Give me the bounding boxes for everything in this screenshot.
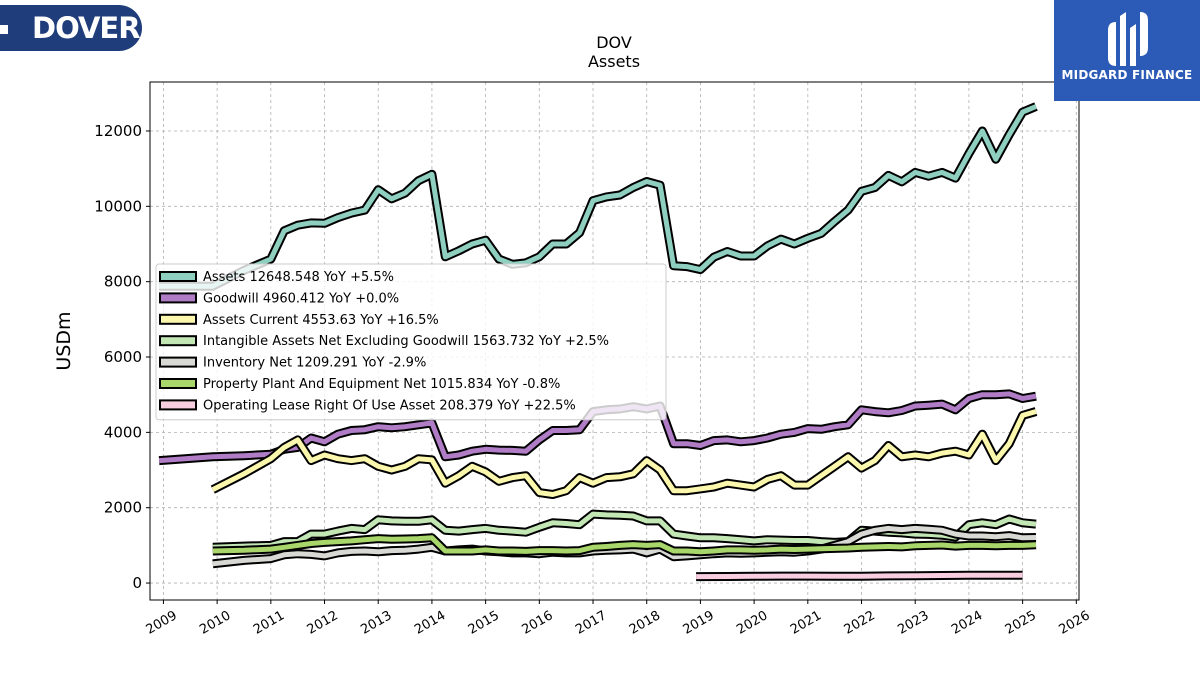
x-tick-label: 2017 [573,608,609,638]
series-line-4 [212,525,1037,567]
logo-notch [0,25,8,34]
y-tick-label: 12000 [94,122,142,140]
x-tick-label: 2023 [895,608,931,638]
series-line-2 [211,409,1037,497]
x-tick-label: 2010 [197,608,233,638]
legend-label-4: Inventory Net 1209.291 YoY -2.9% [203,356,426,371]
chart-title: DOV [596,33,632,52]
series-line-5 [212,535,1037,555]
series-lines [158,102,1038,582]
y-axis-label: USDm [53,311,75,370]
y-tick-label: 8000 [104,273,142,291]
y-tick-label: 2000 [104,499,142,517]
chart-subtitle: Assets [588,52,640,71]
x-axis-ticks: 2009 2010 2011 2012 2013 2014 2015 2016 2017 2018… [144,600,1093,638]
dover-logo: DOVER [0,5,142,51]
legend-box [155,263,667,421]
x-tick-label: 2021 [788,608,824,638]
series-line-6 [696,572,1023,580]
legend-label-1: Goodwill 4960.412 YoY +0.0% [203,291,399,306]
y-tick-label: 0 [132,574,142,592]
x-tick-label: 2022 [842,608,878,638]
x-tick-label: 2015 [466,608,502,638]
legend-label-2: Assets Current 4553.63 YoY +16.5% [203,313,439,328]
x-tick-label: 2025 [1003,608,1039,638]
legend-swatch-5 [159,378,197,389]
y-tick-label: 10000 [94,197,142,215]
plot-frame [149,81,1080,601]
series-line-0 [159,104,1037,289]
legend-label-6: Operating Lease Right Of Use Asset 208.3… [203,398,576,413]
x-tick-label: 2018 [627,608,663,638]
dover-logo-text: DOVER [32,11,141,45]
x-tick-label: 2019 [681,608,717,638]
y-tick-label: 4000 [104,423,142,441]
legend-swatch-1 [159,292,197,304]
series-outline-0 [159,102,1038,291]
x-tick-label: 2011 [251,608,287,638]
legend-label-0: Assets 12648.548 YoY +5.5% [203,270,394,285]
legend-swatch-4 [159,356,197,368]
legend-swatch-0 [159,271,197,282]
legend-swatch-2 [159,313,197,325]
x-tick-label: 2012 [305,608,341,638]
y-tick-label: 6000 [104,348,142,366]
legend-swatch-6 [159,399,197,411]
y-axis-ticks: 0 2000 4000 6000 8000 10000 12000 [94,122,150,592]
x-tick-label: 2024 [949,608,985,638]
x-tick-label: 2016 [519,608,555,638]
legend-swatch-3 [159,335,197,347]
midgard-logo-text: MIDGARD FINANCE [1061,68,1193,82]
x-tick-label: 2009 [144,608,180,638]
legend-label-5: Property Plant And Equipment Net 1015.83… [203,377,560,392]
midgard-mark-icon [1108,12,1148,66]
legend: Assets 12648.548 YoY +5.5% Goodwill 4960.… [155,263,667,421]
x-tick-label: 2026 [1056,608,1092,638]
midgard-finance-logo: MIDGARD FINANCE [1054,0,1200,101]
x-tick-label: 2014 [412,608,448,638]
x-tick-label: 2020 [734,608,770,638]
x-tick-label: 2013 [358,608,394,638]
legend-label-3: Intangible Assets Net Excluding Goodwill… [203,334,609,349]
